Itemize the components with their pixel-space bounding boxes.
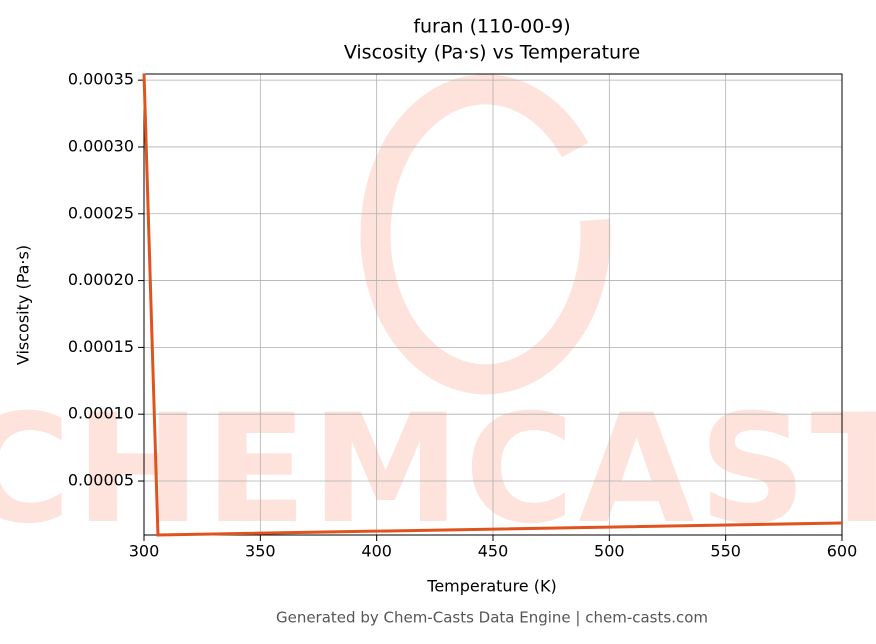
watermark-logo — [360, 74, 611, 395]
watermark: CHEMCASTS — [0, 74, 876, 557]
plot-frame — [143, 73, 843, 536]
chart-subtitle: Viscosity (Pa·s) vs Temperature — [344, 42, 640, 64]
x-axis-label: Temperature (K) — [426, 577, 556, 596]
data-line — [142, 73, 843, 537]
footer: Generated by Chem-Casts Data Engine | ch… — [276, 609, 708, 627]
chart-title: furan (110-00-9) — [413, 16, 570, 38]
y-tick-label: 0.00005 — [68, 471, 134, 490]
y-tick-label: 0.00035 — [68, 70, 134, 89]
y-axis-label: Viscosity (Pa·s) — [14, 245, 33, 365]
x-tick-label: 450 — [478, 542, 509, 561]
y-tick-label: 0.00025 — [68, 203, 134, 222]
y-tick-label: 0.00030 — [68, 136, 134, 155]
x-tick-label: 400 — [361, 542, 392, 561]
watermark-text: CHEMCASTS — [0, 383, 876, 557]
x-tick-label: 550 — [710, 542, 741, 561]
x-tick-label: 500 — [594, 542, 625, 561]
y-tick-label: 0.00020 — [68, 270, 134, 289]
x-tick-label: 300 — [129, 542, 160, 561]
x-tick-label: 350 — [245, 542, 276, 561]
x-tick-label: 600 — [827, 542, 858, 561]
y-tick-label: 0.00015 — [68, 337, 134, 356]
y-tick-label: 0.00010 — [68, 404, 134, 423]
